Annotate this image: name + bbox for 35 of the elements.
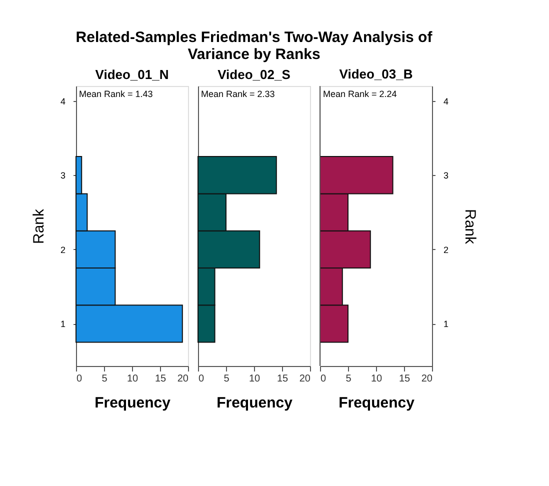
y-tick-label: 2 xyxy=(444,244,449,255)
y-tick-label: 3 xyxy=(60,170,66,181)
x-tick-label: 20 xyxy=(299,374,311,384)
x-tick-label: 10 xyxy=(248,374,260,384)
x-tick-label: 0 xyxy=(320,374,326,384)
x-tick-label: 5 xyxy=(102,374,108,384)
y-tick-label: 3 xyxy=(444,170,449,181)
chart-title: Video_02_S xyxy=(218,67,291,82)
x-axis-title: Frequency xyxy=(216,394,294,412)
x-tick-label: 10 xyxy=(126,374,138,384)
y-tick-label: 2 xyxy=(60,244,66,255)
x-tick-label: 15 xyxy=(276,374,288,384)
y-axis-title: Rank xyxy=(30,208,48,244)
x-tick-label: 15 xyxy=(398,374,410,384)
x-tick-label: 20 xyxy=(421,374,433,384)
y-axis-title: Rank xyxy=(462,208,479,244)
text: Related-Samples Friedman's Two-Way Analysis of Variance by Ranks xyxy=(76,29,434,63)
x-tick-label: 5 xyxy=(346,374,352,384)
chart-title: Video_03_B xyxy=(339,66,413,82)
y-tick-label: 4 xyxy=(60,96,66,106)
x-tick-label: 20 xyxy=(177,374,189,384)
x-axis-title: Frequency xyxy=(94,394,172,412)
annotation: Mean Rank = 2.33 xyxy=(201,89,275,99)
annotation: Mean Rank = 2.24 xyxy=(323,89,397,99)
x-tick-label: 0 xyxy=(198,374,204,384)
y-tick-label: 4 xyxy=(444,96,449,106)
y-tick-label: 1 xyxy=(60,319,66,330)
chart-title: Video_01_N xyxy=(95,67,169,82)
x-tick-label: 10 xyxy=(370,374,382,384)
y-tick-label: 1 xyxy=(444,319,449,330)
x-axis-title: Frequency xyxy=(338,394,416,412)
x-tick-label: 0 xyxy=(76,374,82,384)
x-tick-label: 5 xyxy=(224,374,230,384)
x-tick-label: 15 xyxy=(154,374,166,384)
annotation: Mean Rank = 1.43 xyxy=(79,89,153,99)
